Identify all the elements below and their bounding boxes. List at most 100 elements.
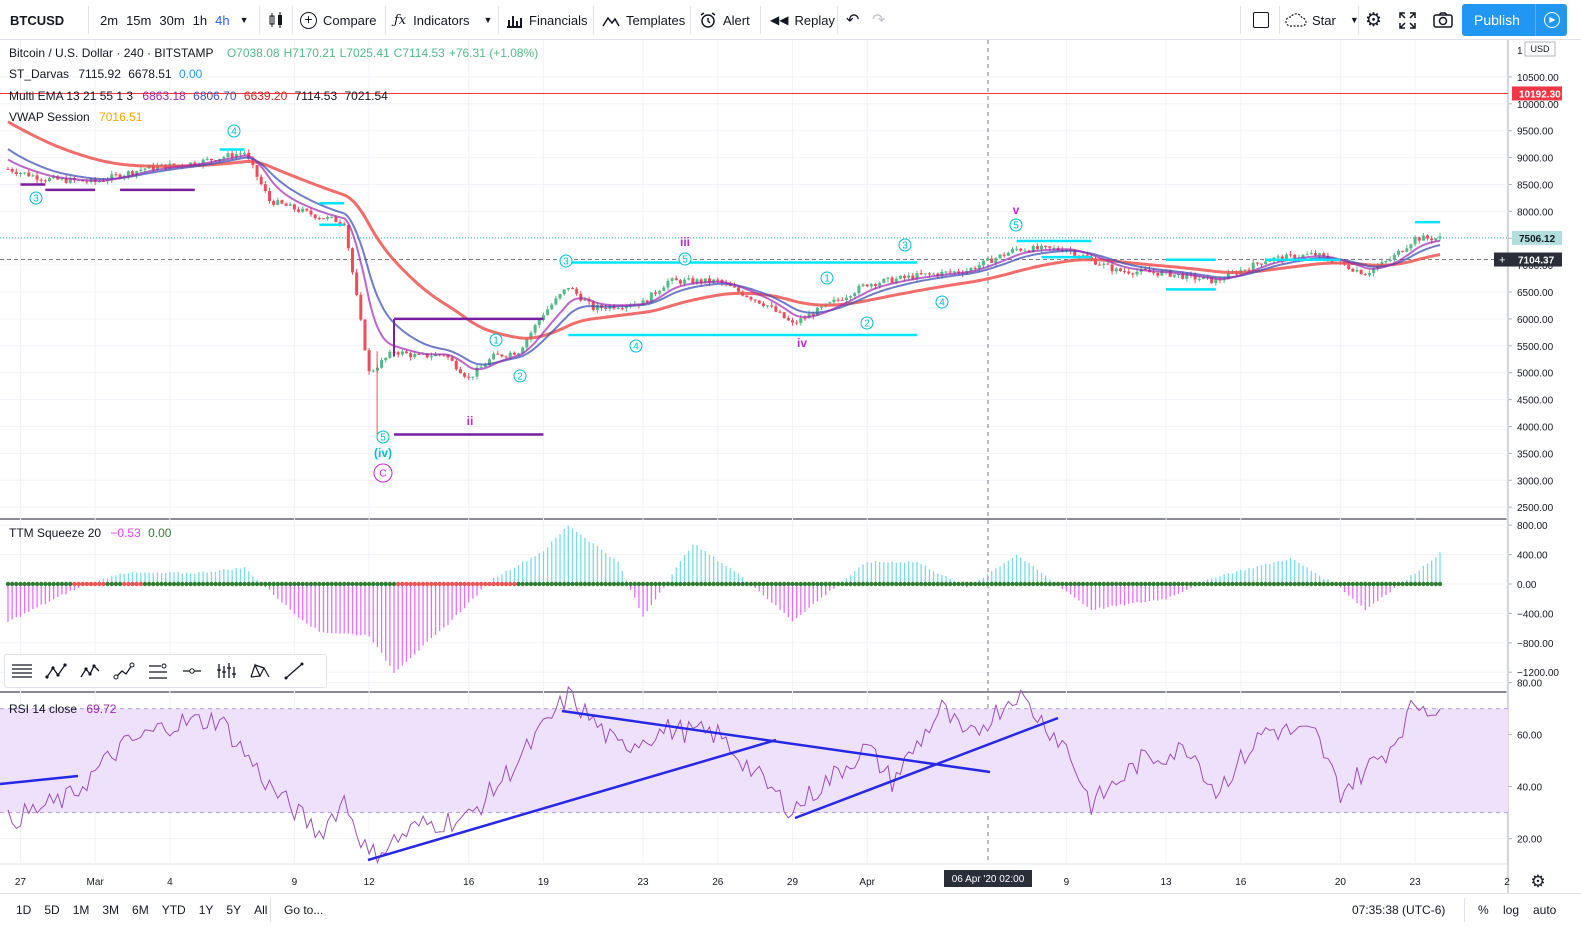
darvas-legend[interactable]: ST_Darvas 7115.92 6678.51 0.00 bbox=[9, 67, 206, 81]
ttm-tick-label: 0.00 bbox=[1517, 580, 1537, 591]
wave-number: 4 bbox=[939, 298, 945, 309]
replay-button[interactable]: ◀◀ Replay bbox=[770, 0, 835, 40]
indicators-button[interactable]: ƒx Indicators ▼ bbox=[394, 0, 492, 40]
range-all[interactable]: All bbox=[254, 903, 268, 917]
range-3m[interactable]: 3M bbox=[102, 903, 120, 917]
clock[interactable]: 07:35:38 (UTC-6) bbox=[1352, 894, 1445, 926]
ttm-legend[interactable]: TTM Squeeze 20 −0.53 0.00 bbox=[9, 526, 175, 540]
trend-line-tool[interactable] bbox=[107, 655, 141, 687]
candle-body bbox=[1351, 268, 1355, 272]
time-tick-label: 29 bbox=[787, 877, 799, 888]
templates-button[interactable]: Templates bbox=[602, 0, 685, 40]
squeeze-dot bbox=[283, 581, 289, 587]
range-1m[interactable]: 1M bbox=[72, 903, 90, 917]
range-6m[interactable]: 6M bbox=[132, 903, 149, 917]
indicators-label: Indicators bbox=[413, 12, 470, 28]
range-5d[interactable]: 5D bbox=[44, 903, 60, 917]
timeframe-1h[interactable]: 1h bbox=[192, 12, 208, 28]
candle-body bbox=[467, 376, 471, 378]
goto-button[interactable]: Go to... bbox=[284, 894, 323, 926]
candle-body bbox=[927, 273, 931, 275]
candle bbox=[774, 304, 778, 313]
candle bbox=[1313, 250, 1317, 257]
wave-label-iv: iv bbox=[797, 336, 807, 350]
range-1y[interactable]: 1Y bbox=[198, 903, 214, 917]
rsi-legend[interactable]: RSI 14 close 69.72 bbox=[9, 702, 120, 716]
price-label-red-bg bbox=[1512, 86, 1562, 101]
range-5y[interactable]: 5Y bbox=[226, 903, 242, 917]
squeeze-dot bbox=[1217, 581, 1223, 587]
compare-button[interactable]: + Compare bbox=[300, 0, 376, 40]
timeframe-4h[interactable]: 4h bbox=[215, 12, 230, 28]
squeeze-dot bbox=[516, 581, 521, 587]
candle bbox=[844, 294, 848, 303]
auto-toggle[interactable]: auto bbox=[1533, 894, 1556, 926]
candle-body bbox=[1152, 272, 1156, 274]
fullscreen-button[interactable] bbox=[1399, 0, 1416, 40]
candle-body bbox=[745, 295, 749, 298]
timeframe-15m[interactable]: 15m bbox=[126, 12, 152, 28]
squeeze-dot bbox=[678, 581, 683, 587]
candle-body bbox=[529, 332, 533, 340]
redo-button[interactable]: ↷ bbox=[872, 0, 885, 40]
squeeze-dot bbox=[707, 581, 712, 587]
candle bbox=[346, 224, 350, 251]
squeeze-dot bbox=[80, 581, 85, 587]
undo-button[interactable]: ↶ bbox=[846, 0, 859, 40]
timeframe-2m[interactable]: 2m bbox=[100, 12, 119, 28]
log-toggle[interactable]: log bbox=[1503, 894, 1519, 926]
star-layout-button[interactable]: Star ▼ bbox=[1285, 0, 1359, 40]
chevron-down-icon[interactable]: ▼ bbox=[239, 15, 249, 25]
pitchfork-tool[interactable] bbox=[209, 655, 243, 687]
publish-menu-button[interactable]: ▶ bbox=[1535, 4, 1567, 36]
measure-tool[interactable] bbox=[175, 655, 209, 687]
ema-legend[interactable]: Multi EMA 13 21 55 1 3 6863.18 6806.70 6… bbox=[9, 89, 392, 103]
line-tool[interactable] bbox=[277, 655, 311, 687]
candle-body bbox=[981, 260, 985, 266]
snapshot-button[interactable] bbox=[1433, 0, 1453, 40]
star-label: Star bbox=[1312, 12, 1336, 28]
squeeze-dot bbox=[101, 581, 106, 587]
squeeze-dot bbox=[1172, 581, 1177, 587]
abcd-pattern-tool[interactable] bbox=[39, 655, 73, 687]
symbol-search[interactable]: BTCUSD bbox=[10, 0, 64, 40]
alert-button[interactable]: Alert bbox=[699, 0, 750, 40]
ema-13-line bbox=[7, 154, 1441, 371]
fib-tool[interactable] bbox=[141, 655, 175, 687]
range-ytd[interactable]: YTD bbox=[161, 903, 186, 917]
candle-body bbox=[774, 306, 778, 312]
squeeze-dot bbox=[470, 581, 476, 587]
financials-button[interactable]: Financials bbox=[506, 0, 588, 40]
candle-body bbox=[1185, 273, 1189, 279]
layout-button[interactable] bbox=[1253, 0, 1269, 40]
chevron-down-icon[interactable]: ▼ bbox=[483, 15, 493, 25]
candle-body bbox=[749, 297, 753, 300]
squeeze-dot bbox=[732, 581, 737, 587]
squeeze-dot bbox=[620, 581, 625, 587]
settings-button[interactable]: ⚙ bbox=[1365, 0, 1382, 40]
squeeze-dot bbox=[1379, 581, 1385, 587]
chevron-down-icon[interactable]: ▼ bbox=[1349, 15, 1359, 25]
pattern-tool[interactable] bbox=[243, 655, 277, 687]
squeeze-dot bbox=[134, 581, 139, 587]
elliott-wave-tool[interactable] bbox=[73, 655, 107, 687]
candle-body bbox=[1426, 235, 1430, 239]
squeeze-dot bbox=[553, 581, 559, 587]
squeeze-dot bbox=[541, 581, 546, 587]
candle-body bbox=[1044, 245, 1048, 247]
drawing-toolbar bbox=[4, 654, 327, 688]
vwap-legend[interactable]: VWAP Session 7016.51 bbox=[9, 110, 146, 124]
squeeze-dot bbox=[1109, 581, 1115, 587]
wave-label: 3 bbox=[898, 238, 912, 252]
range-1d[interactable]: 1D bbox=[16, 903, 32, 917]
percent-toggle[interactable]: % bbox=[1478, 894, 1489, 926]
candle bbox=[255, 164, 259, 181]
candle bbox=[861, 283, 865, 287]
squeeze-dot bbox=[1076, 581, 1082, 587]
candle bbox=[670, 277, 674, 285]
lines-tool[interactable] bbox=[5, 655, 39, 687]
chart-type-button[interactable] bbox=[267, 0, 285, 40]
timeframe-30m[interactable]: 30m bbox=[159, 12, 185, 28]
squeeze-dot bbox=[416, 581, 422, 587]
